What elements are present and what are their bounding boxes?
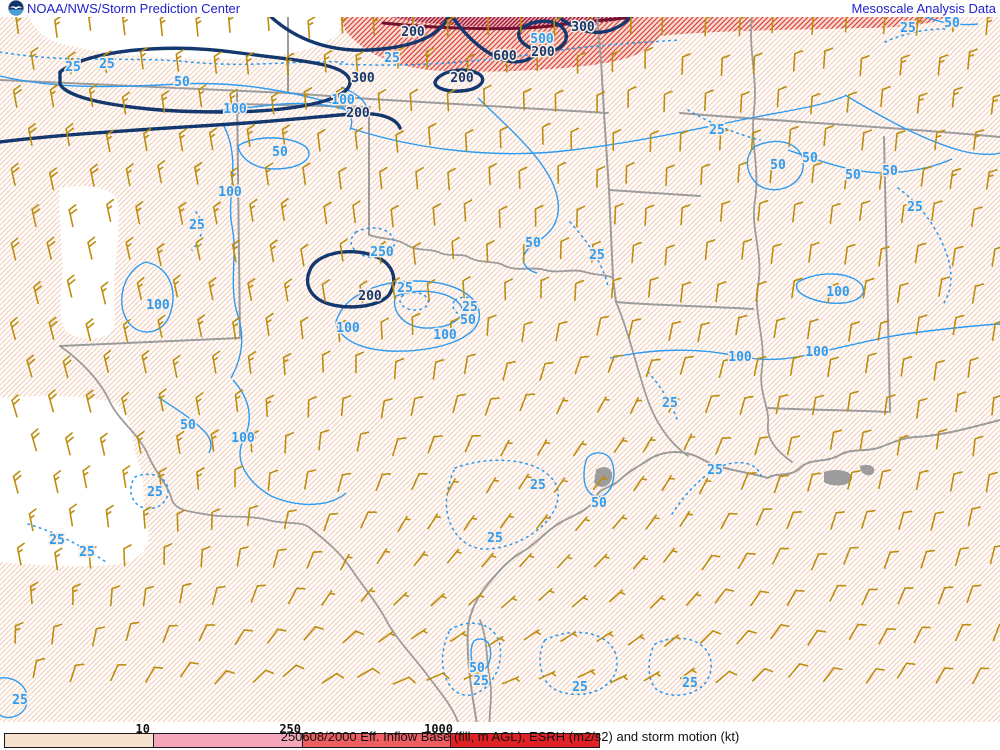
contour-label: 100 bbox=[223, 102, 247, 117]
contour-label: 50 bbox=[845, 168, 861, 183]
contour-label: 100 bbox=[146, 298, 170, 313]
contour-label: 50 bbox=[174, 75, 190, 90]
contour-label: 25 bbox=[900, 21, 916, 36]
contour-label: 25 bbox=[709, 123, 725, 138]
legend-tick-label: 10 bbox=[135, 722, 150, 736]
contour-label: 200 bbox=[346, 106, 370, 121]
header-left-title: NOAA/NWS/Storm Prediction Center bbox=[27, 1, 241, 16]
contour-label: 25 bbox=[589, 248, 605, 263]
contour-label: 50 bbox=[944, 16, 960, 31]
contour-label: 25 bbox=[12, 693, 28, 708]
map-caption: 250608/2000 Eff. Inflow Base (fill, m AG… bbox=[280, 729, 740, 744]
wind-barb-field bbox=[9, 16, 1000, 685]
header-bar: NOAA/NWS/Storm Prediction Center Mesosca… bbox=[0, 0, 1000, 17]
contour-label: 50 bbox=[180, 418, 196, 433]
inflow-nofill-patches bbox=[0, 16, 340, 567]
contour-label: 25 bbox=[49, 533, 65, 548]
contour-label: 50 bbox=[802, 151, 818, 166]
legend-cell bbox=[451, 733, 600, 748]
contour-label: 25 bbox=[682, 676, 698, 691]
contour-label: 25 bbox=[473, 674, 489, 689]
contour-label: 100 bbox=[331, 93, 355, 108]
contour-label: 25 bbox=[907, 200, 923, 215]
legend-tick-label: 250 bbox=[279, 722, 301, 736]
contour-label: 25 bbox=[189, 218, 205, 233]
contour-label: 300 bbox=[571, 20, 595, 35]
contour-label: 25 bbox=[662, 396, 678, 411]
contour-label: 25 bbox=[487, 531, 503, 546]
contour-label: 100 bbox=[728, 350, 752, 365]
contour-label: 25 bbox=[397, 281, 413, 296]
contour-label: 25 bbox=[65, 60, 81, 75]
contour-label: 50 bbox=[525, 236, 541, 251]
contour-label: 100 bbox=[805, 345, 829, 360]
noaa-logo-icon bbox=[8, 0, 24, 21]
contour-label: 100 bbox=[433, 328, 457, 343]
legend-colorbar bbox=[4, 733, 600, 748]
map-wind-barbs bbox=[9, 16, 1000, 685]
contour-label: 25 bbox=[79, 545, 95, 560]
legend-tick-label: 1000 bbox=[424, 722, 453, 736]
contour-label: 25 bbox=[384, 51, 400, 66]
contour-label: 25 bbox=[707, 463, 723, 478]
contour-label: 25 bbox=[530, 478, 546, 493]
header-right-title: Mesoscale Analysis Data bbox=[851, 1, 996, 16]
map-contours bbox=[0, 16, 1000, 719]
contour-label: 50 bbox=[770, 158, 786, 173]
contour-label: 100 bbox=[218, 185, 242, 200]
contour-label: 100 bbox=[826, 285, 850, 300]
legend-cell bbox=[302, 733, 452, 748]
contour-label: 100 bbox=[336, 321, 360, 336]
contour-label: 200 bbox=[531, 45, 555, 60]
contour-label: 500 bbox=[530, 32, 554, 47]
legend-cell bbox=[4, 733, 154, 748]
inflow-fill-light bbox=[0, 16, 1000, 722]
contour-label: 50 bbox=[882, 164, 898, 179]
contour-label: 300 bbox=[351, 71, 375, 86]
contour-label: 100 bbox=[231, 431, 255, 446]
footer-bar: 10 250 1000 250608/2000 Eff. Inflow Base… bbox=[0, 722, 1000, 750]
contour-label: 25 bbox=[572, 680, 588, 695]
map-state-borders bbox=[0, 16, 1000, 722]
contour-label: 50 bbox=[460, 313, 476, 328]
legend-cell bbox=[153, 733, 303, 748]
contour-label: 50 bbox=[591, 496, 607, 511]
contour-label: 200 bbox=[358, 289, 382, 304]
contour-label: 25 bbox=[99, 57, 115, 72]
contour-label: 25 bbox=[147, 485, 163, 500]
contour-label: 200 bbox=[401, 25, 425, 40]
contour-label: 25 bbox=[462, 300, 478, 315]
contour-label: 50 bbox=[272, 145, 288, 160]
contour-label: 250 bbox=[370, 245, 394, 260]
inflow-1000-contour bbox=[381, 16, 634, 31]
contour-label: 200 bbox=[450, 71, 474, 86]
contour-label: 600 bbox=[493, 49, 517, 64]
contour-label: 50 bbox=[469, 661, 485, 676]
